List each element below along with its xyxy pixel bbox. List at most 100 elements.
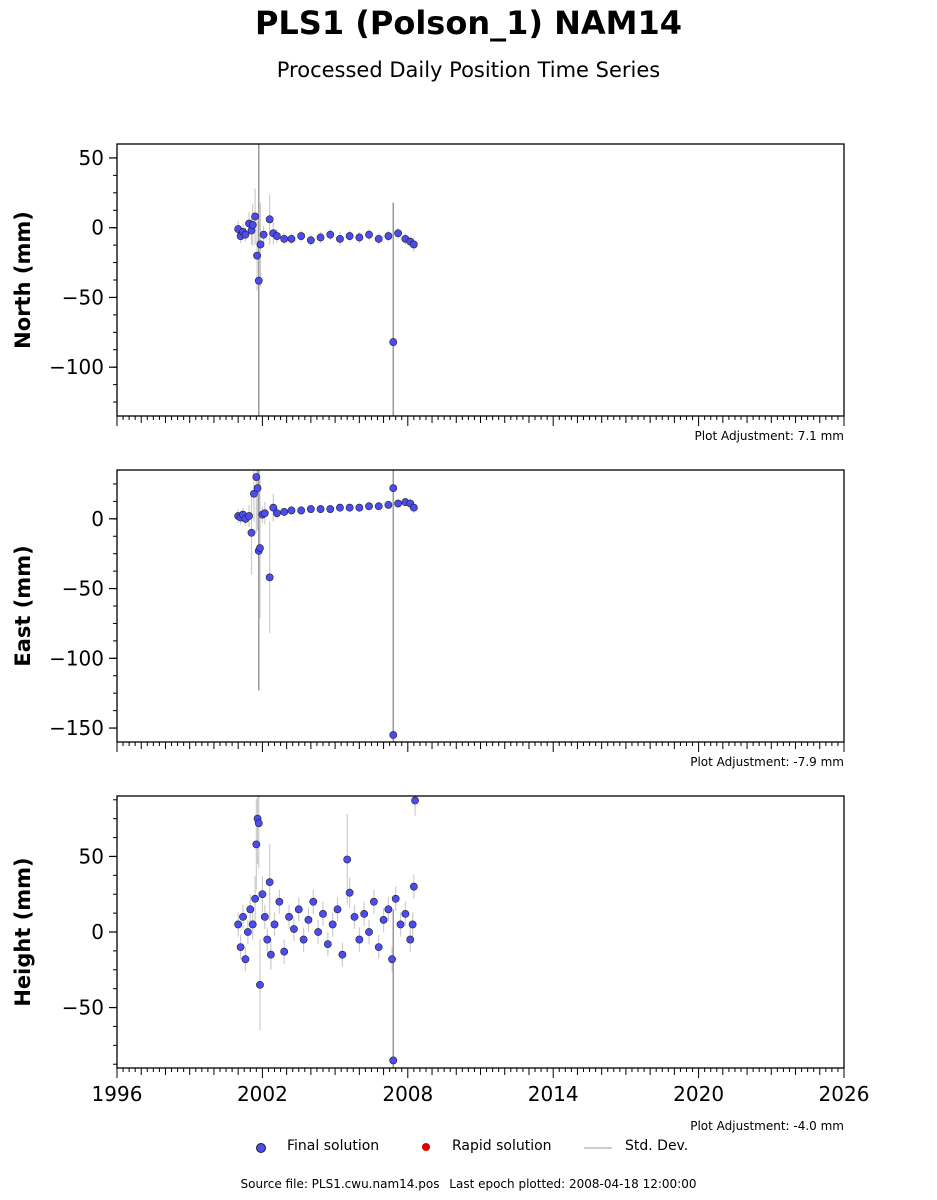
data-point bbox=[309, 897, 318, 906]
data-point bbox=[396, 920, 405, 929]
data-point bbox=[273, 509, 281, 518]
data-point bbox=[265, 573, 274, 582]
legend-rapid-label: Rapid solution bbox=[452, 1138, 552, 1154]
data-point bbox=[287, 506, 296, 515]
data-point bbox=[241, 230, 250, 239]
data-point bbox=[243, 928, 252, 936]
data-point bbox=[406, 935, 415, 944]
data-point bbox=[389, 1056, 398, 1065]
data-point bbox=[365, 230, 373, 239]
data-point bbox=[251, 894, 260, 903]
data-point bbox=[254, 276, 263, 285]
data-point bbox=[394, 499, 403, 508]
plot-frame bbox=[116, 469, 845, 743]
y-tick-label: −100 bbox=[49, 646, 104, 670]
data-point bbox=[409, 503, 418, 512]
data-point bbox=[270, 920, 279, 929]
data-point bbox=[259, 230, 268, 239]
footer: Source file: PLS1.cwu.nam14.pos Last epo… bbox=[0, 1177, 937, 1191]
data-point bbox=[245, 512, 253, 520]
data-point bbox=[294, 905, 303, 914]
data-point bbox=[408, 920, 417, 929]
data-point bbox=[326, 505, 335, 513]
data-point bbox=[319, 909, 327, 918]
data-point bbox=[314, 928, 323, 936]
data-point bbox=[247, 528, 256, 537]
data-point bbox=[365, 502, 373, 511]
data-point bbox=[250, 489, 258, 498]
y-tick-label: 0 bbox=[91, 216, 104, 240]
data-point bbox=[299, 935, 308, 944]
plot-adjustment: Plot Adjustment: -4.0 mm bbox=[690, 1119, 844, 1133]
y-tick-label: 0 bbox=[91, 507, 104, 531]
x-tick-label: 2002 bbox=[237, 1082, 288, 1106]
data-point bbox=[323, 940, 332, 948]
data-point bbox=[306, 236, 315, 245]
data-point bbox=[248, 221, 257, 229]
data-point bbox=[365, 928, 373, 936]
data-point bbox=[333, 905, 342, 914]
data-point bbox=[389, 484, 398, 493]
data-point bbox=[297, 232, 306, 240]
data-point bbox=[369, 897, 378, 906]
data-point bbox=[411, 796, 419, 805]
x-tick-label: 2020 bbox=[673, 1082, 724, 1106]
data-point bbox=[345, 888, 354, 897]
data-point bbox=[391, 894, 400, 903]
data-point bbox=[256, 980, 264, 989]
data-point bbox=[253, 484, 262, 493]
data-point bbox=[290, 925, 298, 933]
plot-adjustment: Plot Adjustment: -7.9 mm bbox=[690, 755, 844, 769]
data-point bbox=[345, 232, 354, 240]
data-point bbox=[343, 855, 352, 864]
x-tick-label: 2026 bbox=[819, 1082, 870, 1106]
data-point bbox=[265, 215, 274, 224]
legend: Final solution Rapid solution Std. Dev. bbox=[250, 1138, 710, 1158]
plot-adjustment: Plot Adjustment: 7.1 mm bbox=[695, 429, 844, 443]
data-point bbox=[338, 950, 347, 959]
data-point bbox=[389, 338, 398, 346]
data-point bbox=[273, 232, 281, 240]
data-point bbox=[374, 502, 383, 511]
data-point bbox=[384, 500, 393, 509]
x-tick-label: 2014 bbox=[528, 1082, 579, 1106]
y-axis-label: East (mm) bbox=[11, 545, 35, 666]
data-point bbox=[336, 503, 344, 512]
x-tick-label: 2008 bbox=[382, 1082, 433, 1106]
rapid-solution-marker-icon bbox=[422, 1143, 430, 1151]
legend-final-label: Final solution bbox=[287, 1138, 380, 1154]
data-point bbox=[266, 950, 275, 959]
data-point bbox=[280, 507, 289, 516]
data-point bbox=[256, 544, 264, 553]
data-point bbox=[252, 473, 261, 481]
y-tick-label: 50 bbox=[79, 146, 104, 170]
data-point bbox=[360, 909, 369, 918]
y-tick-label: −100 bbox=[49, 355, 104, 379]
data-point bbox=[254, 819, 263, 828]
data-point bbox=[265, 878, 274, 887]
y-tick-label: 50 bbox=[79, 844, 104, 868]
data-point bbox=[326, 230, 335, 239]
x-tick-label: 1996 bbox=[92, 1082, 143, 1106]
chart-title: PLS1 (Polson_1) NAM14 bbox=[254, 4, 683, 42]
data-point bbox=[256, 240, 265, 249]
data-point bbox=[236, 943, 245, 952]
data-point bbox=[263, 935, 272, 944]
data-point bbox=[280, 947, 289, 956]
data-point bbox=[388, 955, 396, 964]
data-point bbox=[350, 912, 359, 921]
data-point bbox=[379, 916, 388, 924]
data-point bbox=[297, 506, 306, 515]
data-point bbox=[389, 731, 398, 739]
last-epoch: Last epoch plotted: 2008-04-18 12:00:00 bbox=[449, 1177, 697, 1191]
y-axis-label: Height (mm) bbox=[11, 857, 35, 1006]
data-point bbox=[304, 916, 313, 924]
data-point bbox=[394, 229, 403, 238]
data-point bbox=[374, 234, 383, 243]
y-tick-label: −150 bbox=[49, 716, 104, 740]
data-point bbox=[328, 920, 337, 929]
plot-frame bbox=[116, 795, 845, 1069]
data-point bbox=[253, 251, 261, 260]
data-point bbox=[374, 943, 383, 952]
